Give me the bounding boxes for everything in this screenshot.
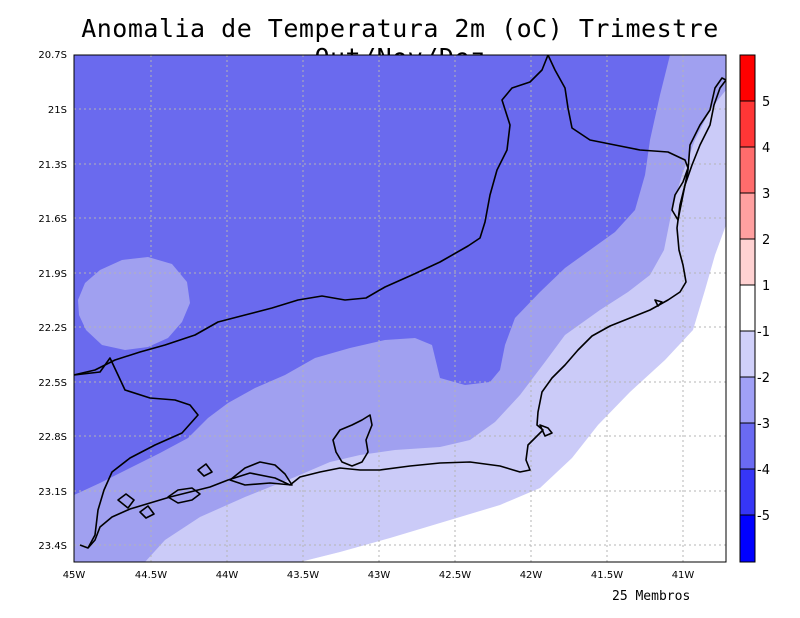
- lat-label: 21.9S: [38, 269, 67, 280]
- lat-label: 21.6S: [38, 214, 67, 225]
- colorbar-bin: [740, 469, 755, 515]
- colorbar: 5 4 3 2 1 -1 -2 -3 -4 -5: [739, 54, 770, 563]
- lat-label: 21.3S: [38, 160, 67, 171]
- lon-label: 42W: [520, 570, 543, 581]
- lon-label: 44W: [216, 570, 239, 581]
- state-border-east: [547, 55, 726, 221]
- lon-label: 44.5W: [135, 570, 167, 581]
- colorbar-bin: [740, 101, 755, 147]
- colorbar-label: 5: [762, 95, 770, 110]
- state-border-west: [74, 357, 199, 549]
- colorbar-label: -5: [757, 509, 770, 524]
- lon-label: 43.5W: [287, 570, 319, 581]
- colorbar-label: -3: [757, 417, 770, 432]
- colorbar-bin: [740, 239, 755, 285]
- colorbar-bin: [740, 377, 755, 423]
- ensemble-members-note: 25 Membros: [612, 589, 691, 604]
- colorbar-label: 1: [762, 279, 770, 294]
- coastline: [79, 79, 726, 549]
- lon-axis: 45W 44.5W 44W 43.5W 43W 42.5W 42W 41.5W …: [63, 570, 695, 581]
- lon-label: 41.5W: [591, 570, 623, 581]
- colorbar-label: 2: [762, 233, 770, 248]
- lat-label: 20.7S: [38, 50, 67, 61]
- map-gridlines: [74, 55, 726, 562]
- ilha-grande: [167, 487, 201, 504]
- sepetiba-bay: [229, 461, 293, 486]
- guanabara-bay: [332, 414, 373, 467]
- lat-label: 21S: [48, 105, 67, 116]
- lagoon-east: [539, 299, 663, 437]
- lon-label: 45W: [63, 570, 86, 581]
- colorbar-label: -1: [757, 325, 770, 340]
- map-frame: [73, 54, 727, 563]
- coastal-islets: [117, 463, 213, 519]
- lat-label: 23.4S: [38, 541, 67, 552]
- colorbar-bin: [740, 55, 755, 101]
- anomaly-field: [74, 55, 726, 562]
- lat-label: 22.8S: [38, 432, 67, 443]
- colorbar-label: 3: [762, 187, 770, 202]
- colorbar-label: -4: [757, 463, 770, 478]
- state-border-north: [74, 55, 549, 376]
- map-borders: [74, 55, 726, 549]
- lat-axis: 20.7S 21S 21.3S 21.6S 21.9S 22.2S 22.5S …: [38, 50, 67, 552]
- field-level-m4-m3: [74, 55, 670, 495]
- colorbar-frame: [739, 54, 756, 563]
- lat-label: 22.2S: [38, 323, 67, 334]
- colorbar-bin: [740, 331, 755, 377]
- lat-label: 22.5S: [38, 378, 67, 389]
- lon-label: 41W: [672, 570, 695, 581]
- colorbar-bin: [740, 423, 755, 469]
- colorbar-bin: [740, 515, 755, 562]
- colorbar-bin: [740, 285, 755, 331]
- colorbar-bin: [740, 147, 755, 193]
- colorbar-label: 4: [762, 141, 770, 156]
- lon-label: 42.5W: [439, 570, 471, 581]
- lat-label: 23.1S: [38, 487, 67, 498]
- lon-label: 43W: [368, 570, 391, 581]
- colorbar-label: -2: [757, 371, 770, 386]
- colorbar-bin: [740, 193, 755, 239]
